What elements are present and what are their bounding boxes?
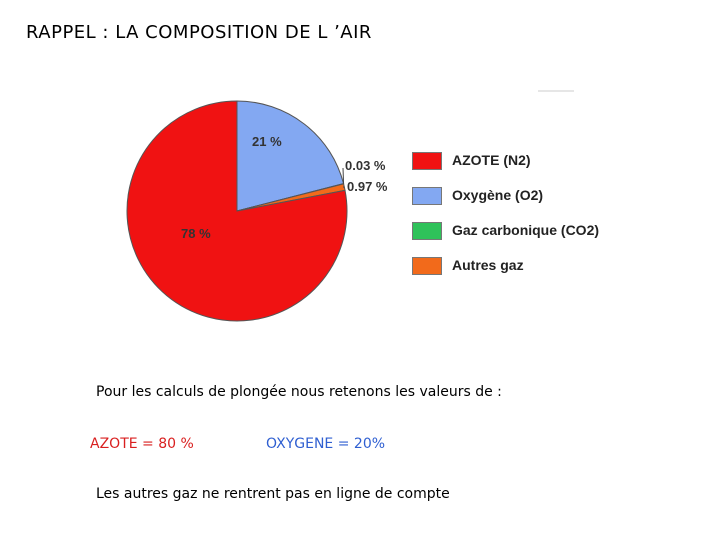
note-azote: AZOTE = 80 % [90,436,194,452]
legend-swatch [412,222,442,240]
faint-mark [538,90,574,92]
note-footer: Les autres gaz ne rentrent pas en ligne … [96,486,450,502]
legend-item: Autres gaz [410,253,620,288]
pie-slice-1 [236,100,345,212]
slice-label-azote: 78 % [181,226,211,241]
legend-swatch [412,152,442,170]
note-intro: Pour les calculs de plongée nous retenon… [96,384,502,400]
legend-label: Gaz carbonique (CO2) [452,222,600,238]
legend-swatch [412,187,442,205]
slice-label-oxygene: 21 % [252,134,282,149]
chart-legend: AZOTE (N2) Oxygène (O2) Gaz carbonique (CO… [410,148,620,288]
legend-item: AZOTE (N2) [410,148,620,183]
leader-line-co2 [342,167,345,184]
legend-item: Gaz carbonique (CO2) [410,218,620,253]
slice-label-autres: 0.97 % [347,179,388,194]
note-oxygene: OXYGENE = 20% [266,436,386,452]
legend-swatch [412,257,442,275]
legend-item: Oxygène (O2) [410,183,620,218]
legend-label: AZOTE (N2) [452,152,531,168]
page-title: RAPPEL : LA COMPOSITION DE L ’AIR [26,22,372,43]
slice-label-co2: 0.03 % [345,158,386,173]
pie-slice-0 [126,100,348,322]
legend-label: Oxygène (O2) [452,187,544,203]
legend-label: Autres gaz [452,257,524,273]
